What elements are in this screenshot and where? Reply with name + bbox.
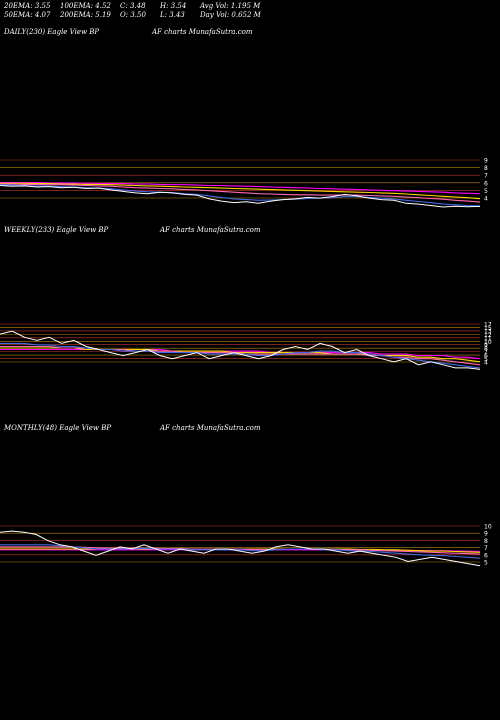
y-tick-label: 7	[484, 173, 488, 180]
y-tick-label: 5	[484, 356, 488, 363]
y-tick-label: 7	[484, 545, 488, 552]
monthly-panel: MONTHLY(48) Eagle View BP AF charts Muna…	[0, 424, 500, 594]
y-tick-label: 5	[484, 188, 488, 195]
y-tick-label: 6	[484, 353, 488, 360]
ema50-line	[0, 345, 481, 366]
y-tick-label: 6	[484, 180, 488, 187]
stat-ema20: 20EMA: 3.55	[4, 2, 51, 10]
ema100-line	[0, 182, 481, 200]
y-tick-label: 15	[484, 325, 492, 332]
stat-close: C: 3.48	[120, 2, 146, 10]
y-tick-label: 17	[484, 322, 492, 329]
stat-ema200: 200EMA: 5.19	[60, 11, 111, 19]
price-line	[0, 330, 481, 370]
y-tick-label: 11	[484, 335, 492, 342]
monthly-subtitle: AF charts MunafaSutra.com	[160, 424, 261, 432]
ema100-line	[0, 347, 481, 363]
monthly-title: MONTHLY(48) Eagle View BP	[4, 424, 111, 432]
ema200-line	[0, 181, 481, 195]
y-tick-label: 6	[484, 552, 488, 559]
y-tick-label: 8	[484, 346, 488, 353]
stat-high: H: 3.54	[160, 2, 187, 10]
ema200-line	[0, 348, 481, 360]
ema50-line	[0, 183, 481, 203]
price-line	[0, 530, 481, 567]
y-tick-label: 5	[484, 560, 488, 567]
y-tick-label: 10	[484, 339, 492, 346]
daily-title: DAILY(230) Eagle View BP	[4, 28, 100, 36]
y-tick-label: 4	[484, 196, 488, 203]
y-tick-label: 10	[484, 524, 492, 531]
stat-low: L: 3.43	[160, 11, 185, 19]
daily-subtitle: AF charts MunafaSutra.com	[152, 28, 253, 36]
stat-ema100: 100EMA: 4.52	[60, 2, 111, 10]
y-tick-label: 13	[484, 328, 492, 335]
y-tick-label: 12	[484, 332, 492, 339]
y-tick-label: 9	[484, 531, 488, 538]
stat-open: O: 3.50	[120, 11, 146, 19]
stat-day-vol: Day Vol: 0.652 M	[200, 11, 261, 19]
weekly-panel: WEEKLY(233) Eagle View BP AF charts Muna…	[0, 226, 500, 418]
y-tick-label: 4	[484, 360, 488, 367]
daily-panel: DAILY(230) Eagle View BP AF charts Munaf…	[0, 28, 500, 218]
stat-ema50: 50EMA: 4.07	[4, 11, 51, 19]
y-tick-label: 8	[484, 165, 488, 172]
ema20-line	[0, 544, 481, 559]
stats-bar: 20EMA: 3.55 100EMA: 4.52 C: 3.48 H: 3.54…	[0, 0, 500, 22]
y-tick-label: 9	[484, 158, 488, 165]
stat-avg-vol: Avg Vol: 1.195 M	[200, 2, 261, 10]
weekly-subtitle: AF charts MunafaSutra.com	[160, 226, 261, 234]
price-line	[0, 185, 481, 208]
weekly-title: WEEKLY(233) Eagle View BP	[4, 226, 109, 234]
y-tick-label: 9	[484, 342, 488, 349]
ema20-line	[0, 184, 481, 207]
y-tick-label: 8	[484, 538, 488, 545]
y-tick-label: 7	[484, 349, 488, 356]
